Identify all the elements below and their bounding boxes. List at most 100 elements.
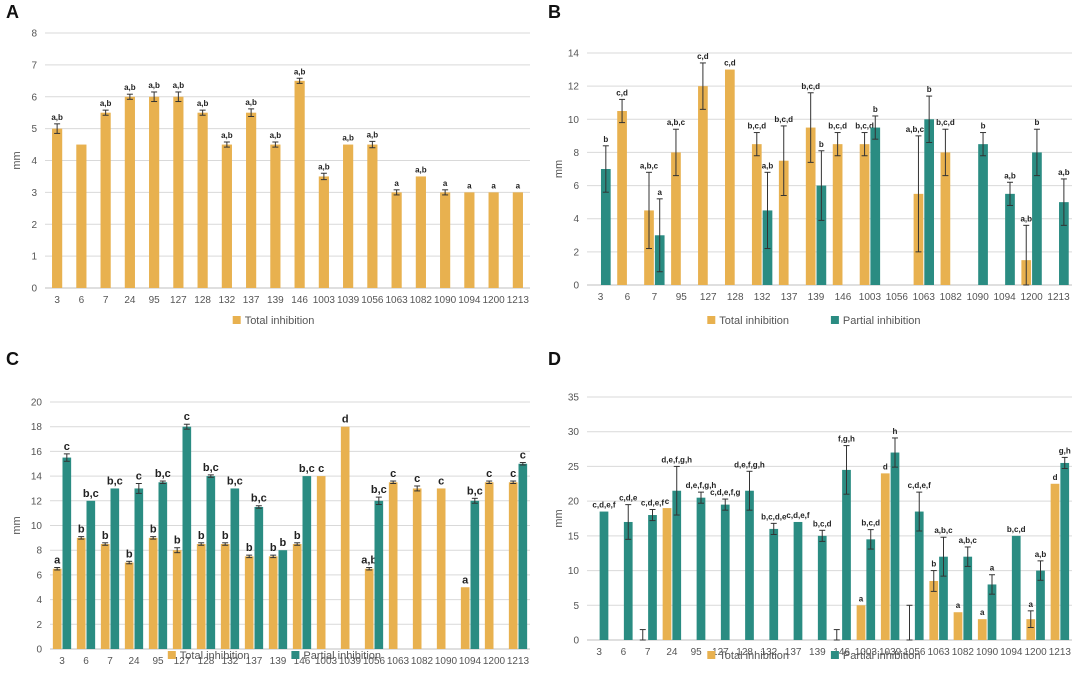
significance-label: a,b — [294, 67, 306, 76]
bar-partial — [696, 497, 706, 640]
x-tick-label: 1200 — [1020, 292, 1043, 303]
x-tick-label: 1094 — [458, 295, 481, 306]
bar-partial — [924, 119, 935, 286]
x-tick-label: 139 — [809, 647, 826, 658]
y-tick-label: 10 — [568, 566, 580, 577]
bar-total — [698, 86, 708, 286]
bar-total — [343, 144, 354, 288]
y-axis-label: mm — [11, 516, 23, 534]
significance-label: b,c — [299, 463, 315, 475]
y-tick-label: 20 — [568, 497, 580, 508]
x-tick-label: 1213 — [1047, 292, 1070, 303]
bar-total — [856, 605, 866, 640]
x-tick-label: 1200 — [483, 295, 506, 306]
significance-label: c,d,e,f — [786, 511, 809, 520]
significance-label: a,b — [245, 98, 257, 107]
legend-swatch-total — [167, 651, 176, 659]
bar-total — [292, 544, 302, 649]
x-tick-label: 1003 — [313, 295, 336, 306]
panel-letter-b: B — [548, 2, 561, 22]
significance-label: b — [927, 85, 932, 94]
y-axis-label: mm — [11, 151, 23, 169]
y-tick-label: 10 — [568, 115, 580, 126]
bar-partial — [1060, 462, 1070, 640]
bar-total — [124, 96, 135, 288]
bar-partial — [963, 556, 973, 640]
bar-total — [221, 144, 232, 288]
legend-label-total: Total inhibition — [180, 650, 250, 662]
bar-total — [367, 144, 378, 288]
bar-total — [197, 112, 208, 288]
significance-label: c — [136, 471, 142, 483]
legend-label-total: Total inhibition — [719, 315, 789, 327]
bar-total — [196, 544, 206, 649]
panel-c: C 0 2 4 6 8 10 12 14 16 18 20 mm 3 6 7 24 95 127 128 132 137… — [0, 347, 542, 693]
bar-total — [294, 80, 305, 288]
bar-total — [388, 482, 398, 649]
x-tick-label: 1090 — [967, 292, 990, 303]
x-tick-label: 132 — [761, 647, 778, 658]
significance-label: a,b — [415, 165, 427, 174]
y-tick-label: 25 — [568, 462, 580, 473]
significance-label: a,b — [367, 130, 379, 139]
significance-label: g,h — [1059, 446, 1071, 455]
bar-total — [724, 69, 735, 285]
bar-total — [953, 612, 963, 640]
bar-partial — [158, 482, 168, 649]
bar-total — [173, 96, 184, 288]
y-tick-label: 6 — [36, 570, 42, 581]
significance-label: b,c,d — [1007, 525, 1026, 534]
significance-label: a,b — [762, 161, 774, 170]
x-tick-label: 127 — [170, 295, 187, 306]
significance-label: d,e,f,g,h — [734, 460, 765, 469]
bar-total — [246, 112, 257, 288]
y-tick-label: 12 — [31, 496, 43, 507]
significance-label: b — [819, 140, 824, 149]
significance-label: c,d,e,f — [592, 501, 615, 510]
y-tick-label: 1 — [31, 252, 37, 263]
bar-partial — [302, 476, 312, 649]
chart-b: 0 2 4 6 8 10 12 14 mm 3 6 7 95 127 128 132 137 139 146 1003… — [553, 49, 1072, 327]
y-tick-label: 14 — [31, 472, 43, 483]
x-tick-label: 146 — [294, 656, 311, 667]
chart-a: 0 1 2 3 4 5 6 7 8 mm 3 6 7 24 95 127 128 132 137 139 146 1003… — [11, 29, 530, 327]
significance-label: a,b,c — [640, 161, 659, 170]
x-tick-label: 1063 — [386, 295, 409, 306]
bar-total — [100, 544, 110, 649]
x-tick-label: 6 — [625, 292, 631, 303]
significance-label: c — [414, 473, 420, 485]
y-tick-label: 8 — [573, 148, 579, 159]
x-tick-label: 95 — [149, 295, 161, 306]
bar-total — [124, 562, 134, 649]
significance-label: b — [270, 542, 277, 554]
x-tick-label: 24 — [666, 647, 678, 658]
x-tick-label: 127 — [712, 647, 729, 658]
y-tick-label: 3 — [31, 188, 37, 199]
y-tick-label: 18 — [31, 422, 43, 433]
bar-partial — [890, 452, 900, 640]
x-tick-label: 95 — [676, 292, 688, 303]
significance-label: b,c — [227, 475, 243, 487]
x-tick-label: 1213 — [507, 295, 530, 306]
significance-label: d,e,f,g,h — [686, 481, 717, 490]
significance-label: d — [883, 462, 888, 471]
x-tick-label: 1090 — [976, 647, 999, 658]
y-tick-label: 4 — [31, 156, 37, 167]
significance-label: b,c,d — [828, 122, 847, 131]
significance-label: a,b — [1004, 171, 1016, 180]
bar-partial — [86, 500, 96, 649]
significance-label: a — [394, 179, 399, 188]
x-tick-label: 137 — [781, 292, 798, 303]
x-tick-label: 1063 — [913, 292, 936, 303]
significance-label: c,d,e,f — [908, 481, 931, 490]
y-tick-label: 7 — [31, 60, 37, 71]
x-tick-label: 127 — [700, 292, 717, 303]
significance-label: b — [931, 560, 936, 569]
bar-total — [100, 112, 111, 288]
bar-total — [880, 473, 890, 640]
bar-total — [318, 176, 329, 288]
significance-label: a,b — [124, 83, 136, 92]
bar-partial — [230, 488, 240, 649]
y-axis-label: mm — [553, 509, 565, 527]
x-tick-label: 6 — [83, 656, 89, 667]
